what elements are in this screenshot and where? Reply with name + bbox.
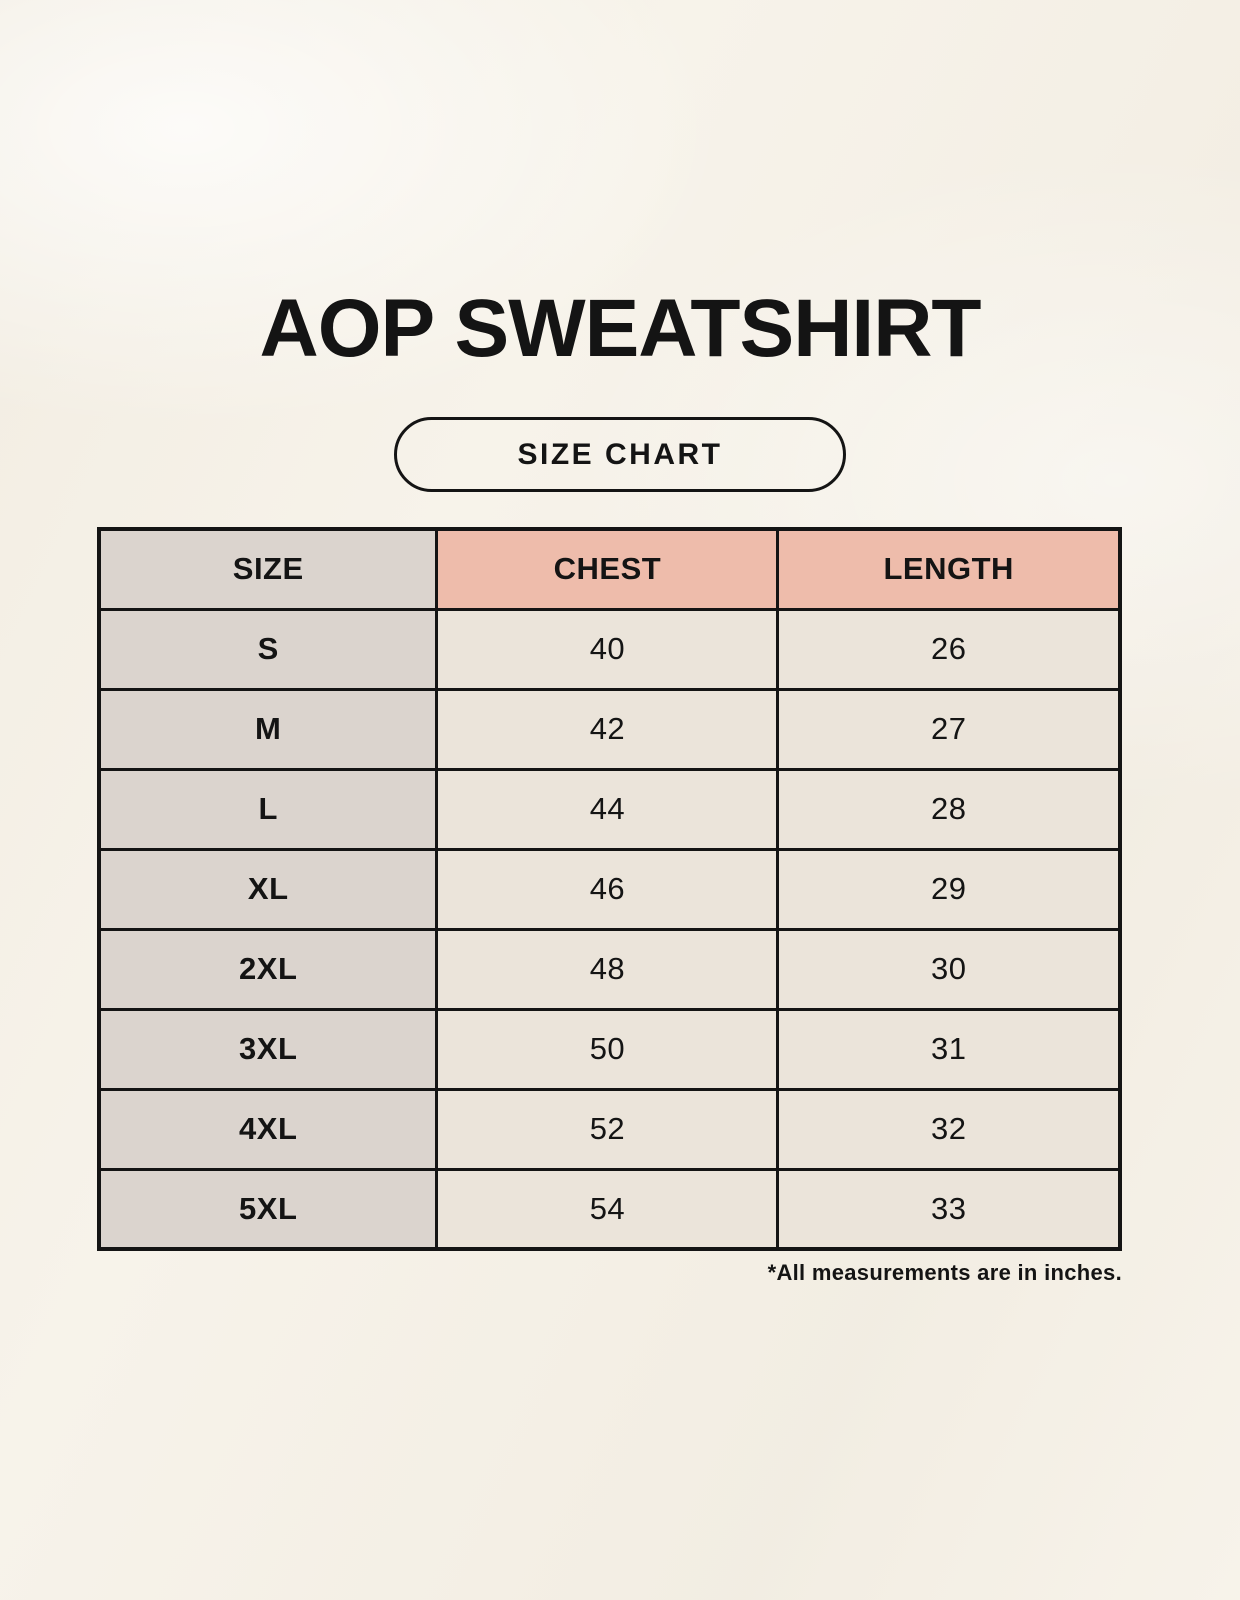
col-header-chest: CHEST — [435, 527, 780, 611]
table-row: 2XL 48 30 — [97, 927, 1122, 1011]
page-title: AOP SWEATSHIRT — [259, 283, 982, 374]
table-row: 4XL 52 32 — [97, 1087, 1122, 1171]
size-cell: XL — [97, 847, 439, 931]
size-cell: 3XL — [97, 1007, 439, 1091]
size-chart-badge: SIZE CHART — [394, 417, 846, 492]
length-cell: 29 — [776, 847, 1122, 931]
size-cell: 4XL — [97, 1087, 439, 1171]
length-cell: 26 — [776, 607, 1122, 691]
table-row: XL 46 29 — [97, 847, 1122, 931]
size-cell: 2XL — [97, 927, 439, 1011]
length-cell: 27 — [776, 687, 1122, 771]
table-row: M 42 27 — [97, 687, 1122, 771]
chest-cell: 54 — [435, 1167, 780, 1251]
chest-cell: 52 — [435, 1087, 780, 1171]
size-cell: M — [97, 687, 439, 771]
chest-cell: 42 — [435, 687, 780, 771]
length-cell: 32 — [776, 1087, 1122, 1171]
size-cell: S — [97, 607, 439, 691]
table-row: S 40 26 — [97, 607, 1122, 691]
chest-cell: 40 — [435, 607, 780, 691]
size-cell: L — [97, 767, 439, 851]
table-header-row: SIZE CHEST LENGTH — [97, 527, 1122, 611]
length-cell: 28 — [776, 767, 1122, 851]
chest-cell: 44 — [435, 767, 780, 851]
chest-cell: 46 — [435, 847, 780, 931]
col-header-size: SIZE — [97, 527, 439, 611]
table-row: 5XL 54 33 — [97, 1167, 1122, 1251]
table-row: 3XL 50 31 — [97, 1007, 1122, 1091]
badge-container: SIZE CHART — [0, 417, 1240, 492]
measurements-footnote: *All measurements are in inches. — [767, 1260, 1122, 1285]
col-header-length: LENGTH — [776, 527, 1122, 611]
size-cell: 5XL — [97, 1167, 439, 1251]
size-table: SIZE CHEST LENGTH S 40 26 M 42 27 L 44 2… — [97, 527, 1122, 1251]
chest-cell: 50 — [435, 1007, 780, 1091]
length-cell: 33 — [776, 1167, 1122, 1251]
table-row: L 44 28 — [97, 767, 1122, 851]
chest-cell: 48 — [435, 927, 780, 1011]
length-cell: 31 — [776, 1007, 1122, 1091]
length-cell: 30 — [776, 927, 1122, 1011]
